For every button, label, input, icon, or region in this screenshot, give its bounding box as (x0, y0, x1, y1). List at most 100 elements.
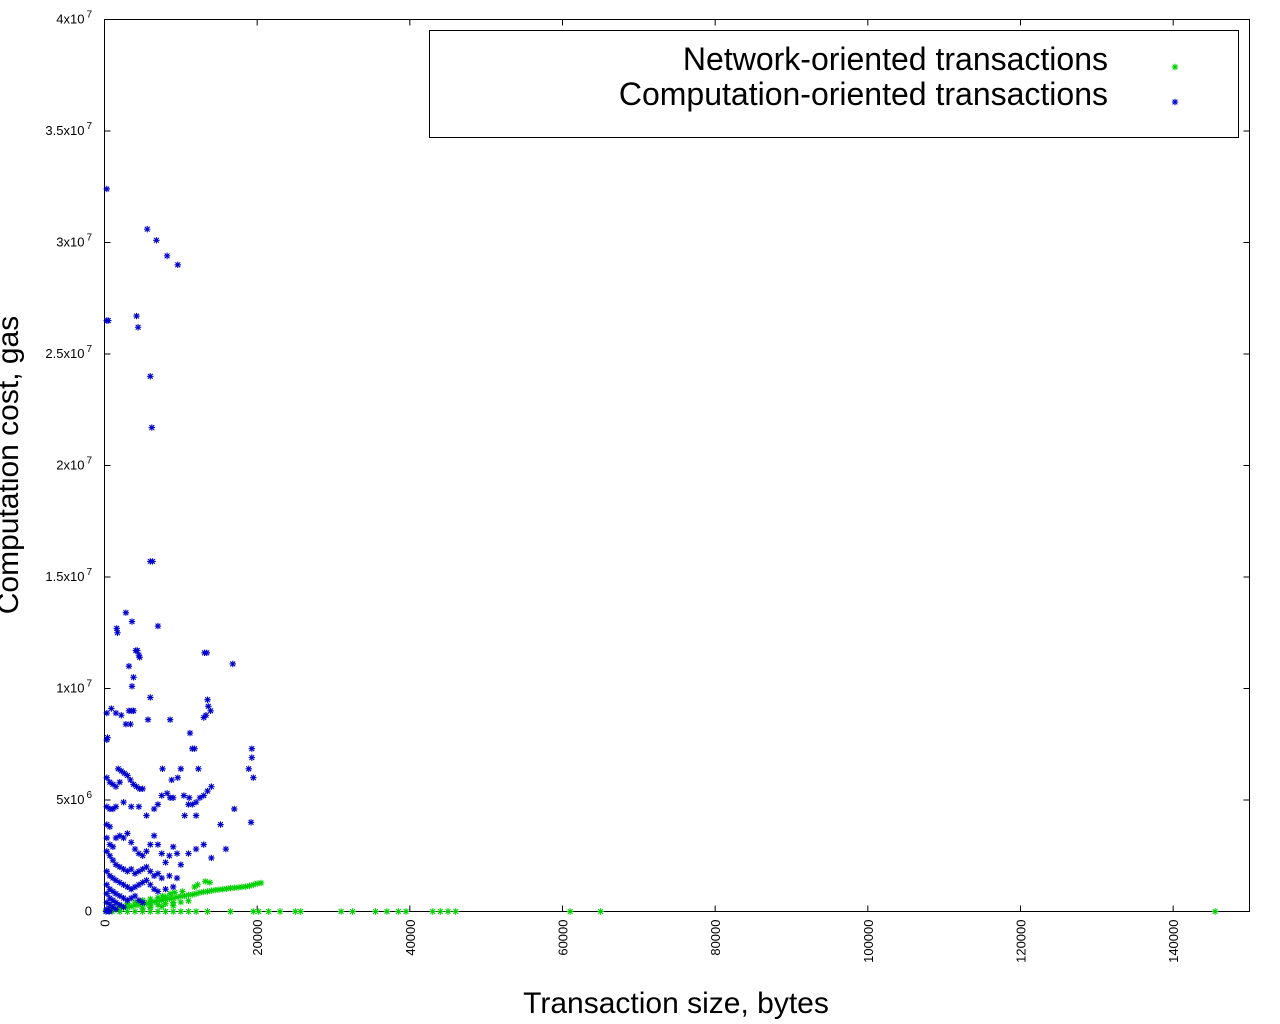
network-data-point (208, 887, 215, 894)
computation-data-point (120, 894, 127, 902)
y-tick-exponent: 7 (86, 344, 92, 355)
network-data-point (154, 908, 162, 915)
computation-data-point (108, 705, 115, 712)
computation-data-point (112, 906, 120, 913)
network-data-point (139, 908, 146, 915)
computation-data-point (231, 805, 238, 813)
network-data-point (383, 908, 391, 915)
computation-data-point (204, 787, 211, 795)
computation-data-point (166, 852, 173, 859)
computation-data-point (247, 819, 255, 826)
network-data-point (154, 894, 162, 901)
computation-data-point (248, 754, 256, 761)
computation-data-point (103, 736, 110, 743)
computation-data-point (122, 720, 130, 728)
computation-data-point (143, 812, 150, 819)
network-data-point (231, 884, 238, 892)
computation-data-point (139, 852, 146, 859)
computation-data-point (105, 317, 112, 324)
legend-label-computation: Computation-oriented transactions (619, 76, 1108, 112)
network-data-point (211, 886, 219, 894)
computation-data-point (131, 870, 139, 877)
computation-data-point (118, 767, 125, 775)
network-data-point (192, 908, 200, 915)
computation-data-point (150, 872, 158, 880)
network-data-point (265, 908, 272, 915)
x-tick-label: 80000 (708, 920, 723, 956)
computation-data-point (131, 883, 139, 891)
network-data-point (185, 908, 192, 915)
computation-data-point (115, 765, 122, 772)
computation-data-point (148, 424, 156, 431)
computation-data-point (120, 903, 127, 911)
computation-data-point (109, 781, 117, 788)
network-data-point (189, 891, 196, 898)
computation-data-point (135, 881, 143, 888)
computation-data-point (208, 854, 215, 862)
y-tick-exponent: 7 (86, 10, 92, 21)
computation-data-point (139, 865, 146, 873)
computation-data-point (128, 683, 136, 690)
network-data-point (215, 886, 223, 893)
network-data-point (276, 908, 284, 915)
legend: Network-oriented transactions Computatio… (429, 30, 1239, 138)
computation-data-point (180, 792, 188, 799)
network-data-point (147, 895, 154, 903)
computation-data-point (112, 890, 120, 897)
computation-data-point (106, 778, 114, 786)
computation-data-point (158, 874, 165, 882)
network-data-point (429, 908, 436, 915)
computation-data-point (130, 781, 137, 788)
computation-data-point (109, 903, 117, 911)
computation-data-point (120, 881, 127, 888)
computation-data-point (135, 850, 143, 857)
computation-data-point (109, 805, 117, 813)
computation-data-point (128, 839, 135, 846)
computation-data-point (177, 765, 185, 772)
network-data-point (246, 882, 253, 890)
computation-data-point (147, 373, 154, 380)
computation-data-point (158, 792, 165, 799)
y-tick-label: 1.5x10 7 (45, 567, 92, 584)
network-data-point (196, 889, 204, 896)
computation-data-point (208, 783, 215, 790)
computation-data-point (248, 745, 256, 752)
network-data-point (181, 892, 188, 900)
computation-data-point (245, 765, 252, 772)
computation-data-point (106, 901, 114, 909)
computation-data-point (163, 252, 171, 260)
network-data-point (177, 908, 185, 915)
computation-data-point (104, 734, 111, 741)
computation-data-point (139, 899, 146, 906)
network-data-point (255, 908, 262, 915)
computation-data-point (135, 897, 143, 904)
computation-data-point (124, 868, 131, 875)
computation-data-point (112, 899, 120, 906)
computation-data-point (127, 776, 134, 784)
computation-data-point (134, 324, 142, 331)
computation-data-point (200, 841, 207, 848)
computation-data-point (120, 799, 127, 806)
network-data-point (444, 908, 452, 915)
y-tick-mantissa: 1.5x10 (45, 569, 84, 584)
computation-data-point (116, 892, 123, 900)
computation-data-point (135, 651, 143, 659)
computation-data-point (186, 729, 194, 737)
computation-data-point (128, 894, 135, 902)
computation-data-point (166, 716, 174, 723)
y-tick-exponent: 7 (86, 567, 92, 578)
computation-data-point (185, 801, 192, 808)
computation-data-point (124, 883, 131, 891)
network-data-point (227, 884, 234, 892)
x-tick-label: 40000 (403, 920, 418, 956)
computation-data-point (143, 877, 150, 884)
computation-data-point (113, 625, 120, 632)
computation-data-point (103, 185, 110, 193)
network-data-point (597, 908, 604, 915)
network-data-point (223, 885, 230, 892)
legend-box (429, 30, 1239, 138)
legend-marker-computation (1171, 98, 1179, 106)
network-data-point (219, 886, 227, 893)
network-data-point (253, 880, 261, 887)
network-data-point (242, 883, 249, 890)
